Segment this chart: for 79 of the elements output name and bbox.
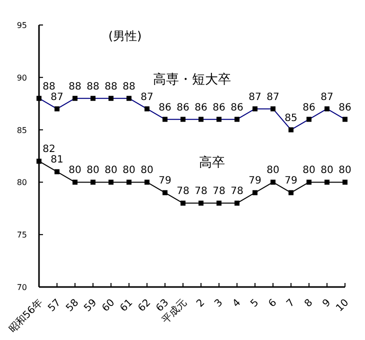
point xyxy=(270,180,276,185)
x-tick-label: 8 xyxy=(302,297,316,310)
x-tick-label: 60 xyxy=(100,297,118,314)
data-label: 80 xyxy=(140,165,154,176)
x-tick-label: 59 xyxy=(82,297,100,314)
y-tick-label: 95 xyxy=(16,21,27,30)
data-label: 82 xyxy=(42,144,56,156)
x-tick-label: 7 xyxy=(284,297,298,310)
data-label: 88 xyxy=(68,81,82,92)
series-label: 高専・短大卒 xyxy=(153,72,231,88)
data-label: 85 xyxy=(284,112,298,124)
x-tick-label: 3 xyxy=(212,297,226,310)
data-label: 81 xyxy=(50,154,64,166)
point xyxy=(90,180,96,185)
data-label: 79 xyxy=(248,176,262,187)
point xyxy=(324,180,330,185)
data-label: 86 xyxy=(158,102,172,114)
data-label: 80 xyxy=(122,165,136,176)
data-label: 80 xyxy=(338,165,352,176)
x-tick-label: 62 xyxy=(136,297,154,314)
data-label: 80 xyxy=(68,165,82,176)
data-label: 86 xyxy=(302,102,316,114)
y-tick-label: 90 xyxy=(16,73,27,82)
x-tick-label: 6 xyxy=(266,297,280,310)
point xyxy=(126,180,132,185)
y-tick-label: 85 xyxy=(16,126,27,135)
data-label: 86 xyxy=(176,102,190,114)
data-label: 86 xyxy=(338,102,352,114)
point xyxy=(288,190,294,196)
data-label: 87 xyxy=(50,92,64,103)
data-label: 80 xyxy=(266,165,280,176)
point xyxy=(342,180,348,185)
x-tick-label: 10 xyxy=(334,297,352,314)
point xyxy=(144,180,150,185)
data-label: 88 xyxy=(122,81,136,92)
data-label: 80 xyxy=(302,165,316,176)
point xyxy=(306,180,312,185)
chart-title: (男性) xyxy=(108,29,142,43)
data-label: 78 xyxy=(230,186,244,198)
x-tick-label: 2 xyxy=(194,297,208,310)
point xyxy=(234,200,240,206)
data-label: 78 xyxy=(194,186,208,198)
point xyxy=(216,200,222,206)
point xyxy=(72,180,78,185)
data-label: 86 xyxy=(194,102,208,114)
point xyxy=(198,200,204,206)
data-label: 88 xyxy=(86,81,100,92)
text: 高卒 xyxy=(198,154,225,170)
point xyxy=(252,190,258,196)
data-label: 88 xyxy=(42,81,56,92)
data-label: 87 xyxy=(248,92,262,103)
data-label: 86 xyxy=(212,102,226,114)
y-tick-label: 75 xyxy=(16,230,27,240)
point xyxy=(54,169,60,174)
point xyxy=(162,190,168,196)
y-tick-label: 70 xyxy=(16,283,27,292)
data-label: 87 xyxy=(320,92,334,103)
x-tick-label: 昭和56年 xyxy=(6,296,46,336)
data-label: 78 xyxy=(212,186,226,198)
data-label: 78 xyxy=(176,186,190,198)
data-label: 88 xyxy=(104,81,118,92)
data-label: 80 xyxy=(104,165,118,176)
data-label: 87 xyxy=(140,92,154,103)
x-tick-label: 5 xyxy=(248,297,262,310)
data-label: 80 xyxy=(320,165,334,176)
data-label: 86 xyxy=(230,102,244,114)
data-label: 80 xyxy=(86,165,100,176)
x-tick-label: 57 xyxy=(46,297,64,314)
point xyxy=(36,158,42,164)
x-tick-label: 9 xyxy=(320,297,334,310)
data-label: 79 xyxy=(158,176,172,187)
data-label: 87 xyxy=(266,92,280,103)
y-tick-label: 80 xyxy=(16,178,27,188)
point xyxy=(108,180,114,185)
x-tick-label: 58 xyxy=(64,297,82,314)
x-tick-label: 4 xyxy=(230,297,244,310)
point xyxy=(180,200,186,206)
data-label: 79 xyxy=(284,176,298,187)
x-tick-label: 61 xyxy=(118,297,136,314)
